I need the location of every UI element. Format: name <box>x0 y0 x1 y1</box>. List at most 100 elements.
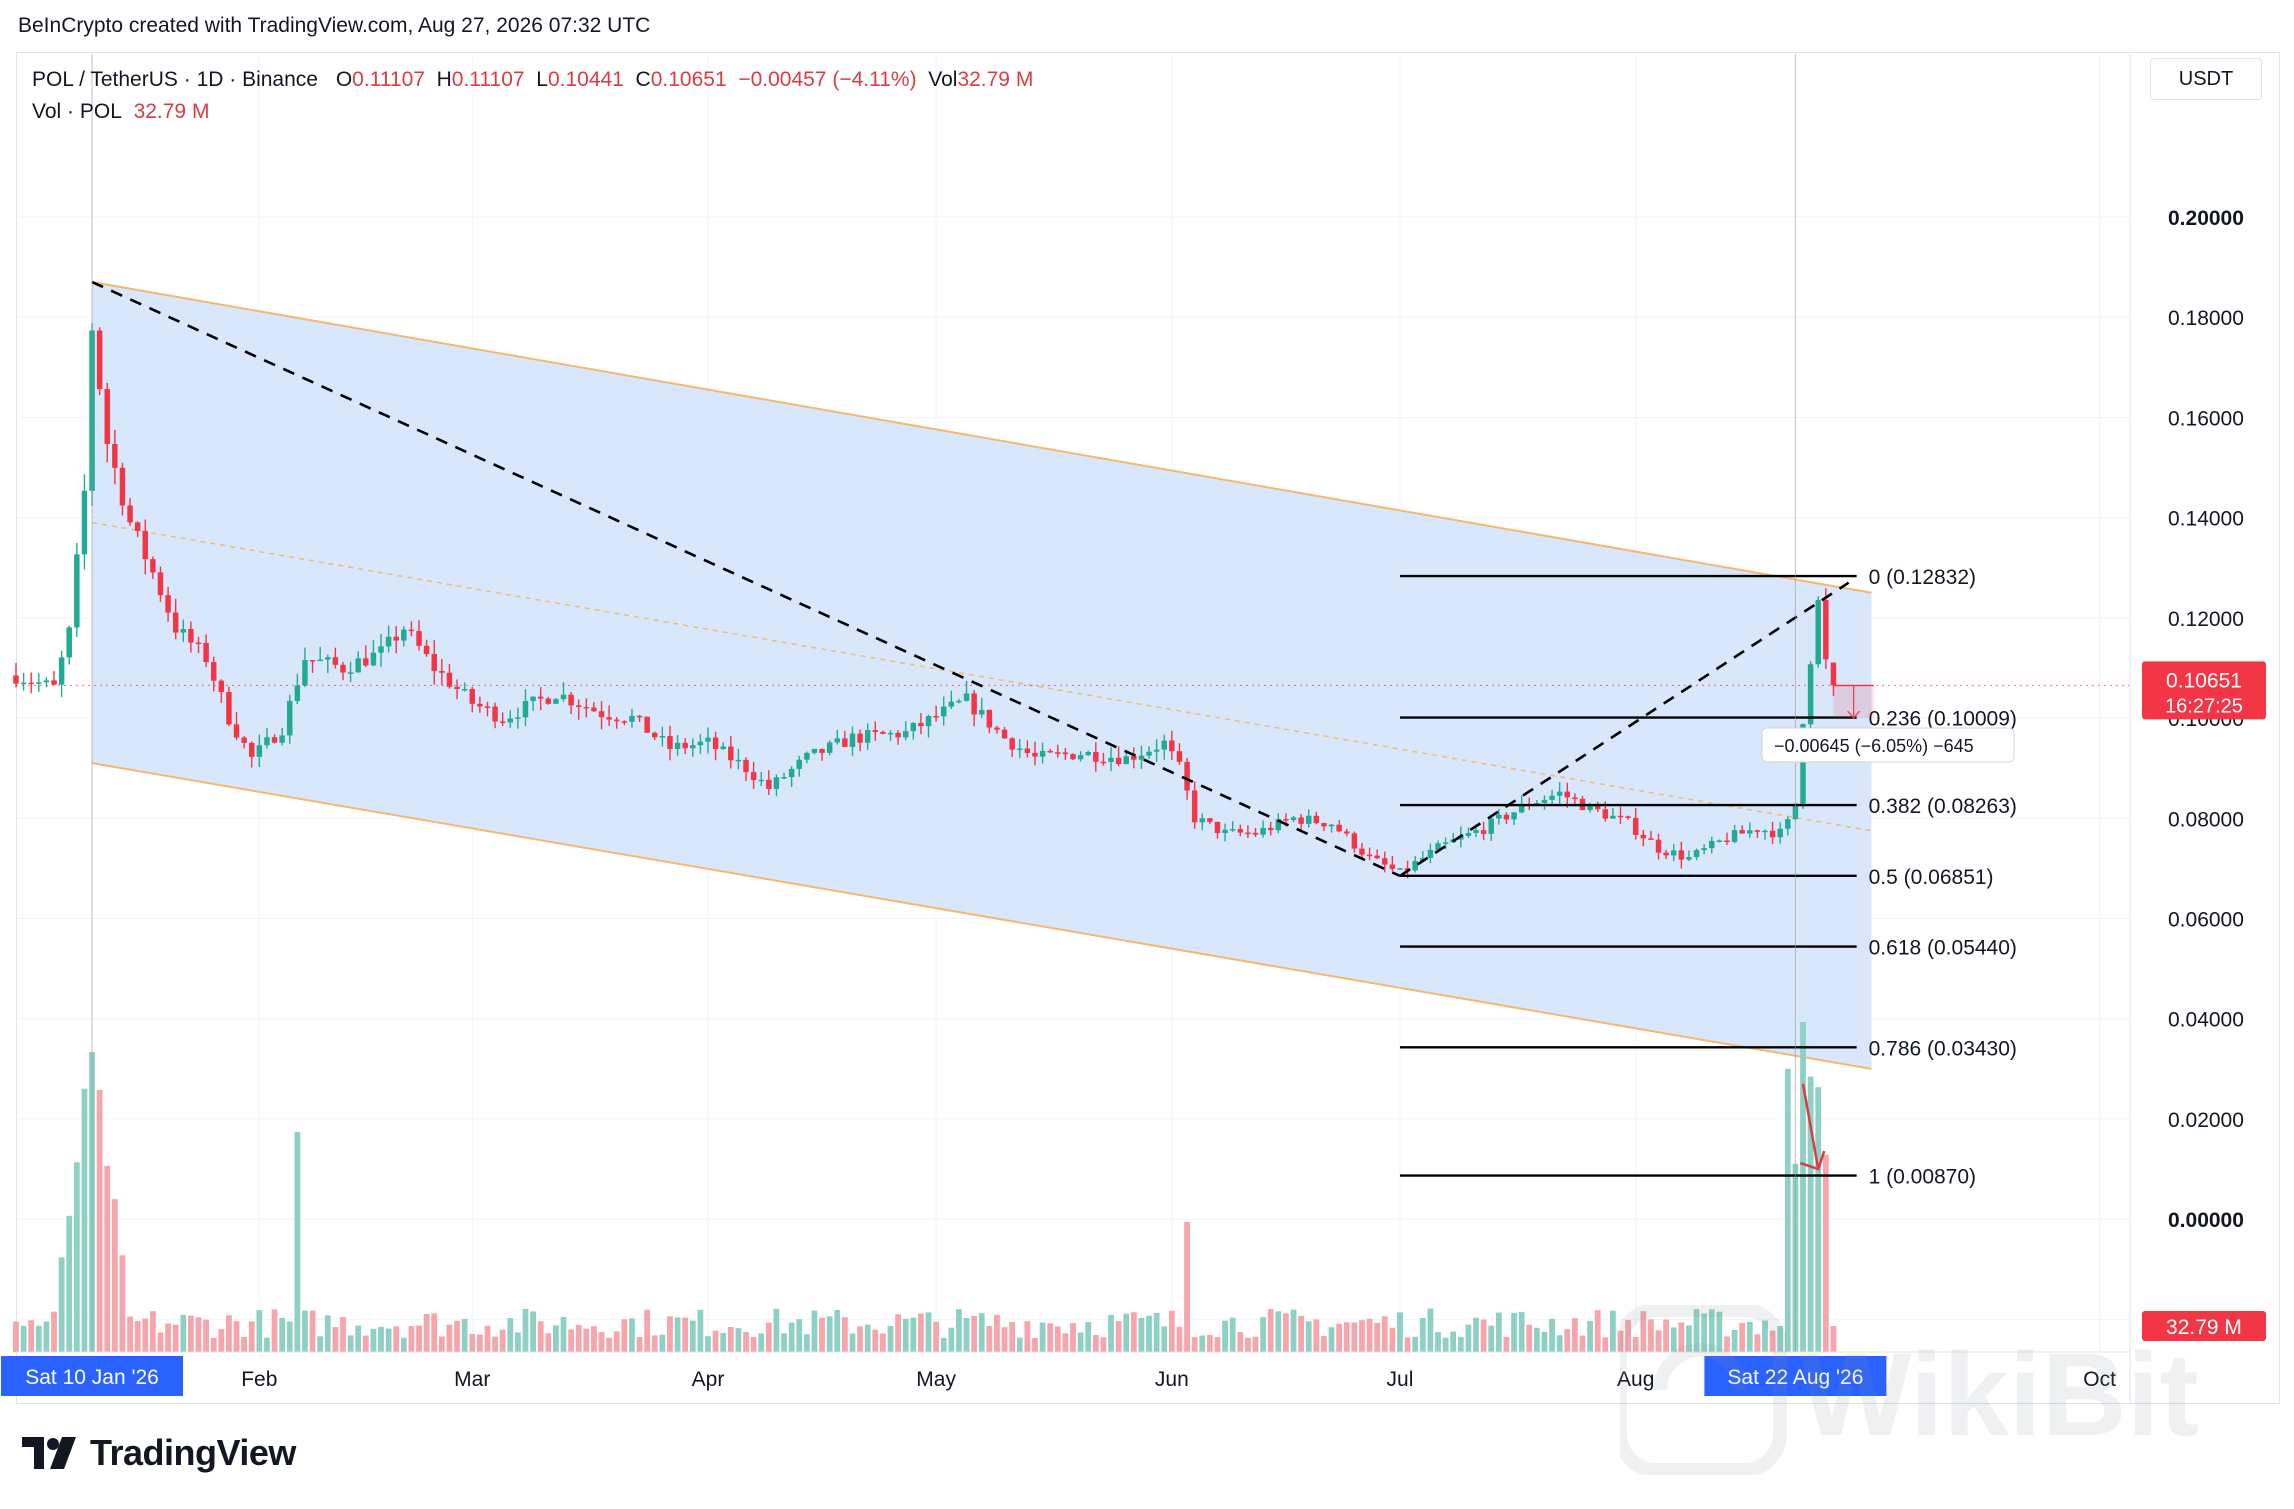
chart-frame <box>16 52 2280 1404</box>
volume-bar <box>735 1328 742 1352</box>
candle-body <box>735 759 742 762</box>
candle-body <box>1648 838 1654 840</box>
volume-bar <box>1199 1335 1206 1352</box>
volume-bar <box>978 1313 985 1352</box>
candle-body <box>1009 738 1015 750</box>
candle-body <box>1823 599 1829 660</box>
volume-bar <box>1526 1324 1533 1352</box>
legend-symbol[interactable]: POL / TetherUS · 1D · Binance <box>32 68 318 91</box>
candle-body <box>484 706 491 708</box>
candle-body <box>1503 814 1510 820</box>
volume-bar <box>1617 1330 1624 1352</box>
volume-bar <box>720 1333 727 1352</box>
candle-body <box>340 664 346 673</box>
volume-bar <box>1784 1068 1791 1352</box>
volume-bar <box>1351 1322 1358 1352</box>
candle-body <box>1176 751 1183 762</box>
volume-bar <box>1457 1336 1464 1352</box>
candle-body <box>416 631 422 646</box>
volume-bar <box>461 1318 468 1352</box>
candle-body <box>788 768 795 778</box>
fib-level-label: 0.382 (0.08263) <box>1869 795 2017 818</box>
candle-body <box>644 716 650 733</box>
candle-body <box>127 505 133 523</box>
candle-body <box>165 595 171 613</box>
volume-bar <box>963 1318 970 1352</box>
candle-body <box>1328 824 1335 827</box>
volume-bar <box>765 1322 772 1352</box>
candle-body <box>986 709 993 728</box>
candle-body <box>256 745 263 757</box>
x-axis-highlight-label: Sat 10 Jan '26 <box>25 1366 159 1389</box>
last-price-tag-bg <box>2142 661 2266 720</box>
volume-bar <box>1381 1316 1388 1352</box>
volume-bar <box>1283 1313 1289 1352</box>
candle-body <box>1229 829 1236 831</box>
candle-body <box>20 682 27 685</box>
volume-bar <box>1252 1336 1259 1352</box>
volume-bar <box>1032 1337 1038 1352</box>
volume-bar <box>484 1325 491 1352</box>
candle-body <box>454 686 460 690</box>
volume-bar <box>689 1320 696 1352</box>
volume-bar <box>271 1309 278 1352</box>
candle-body <box>880 731 886 734</box>
candle-body <box>971 693 977 715</box>
volume-bar <box>1206 1335 1213 1352</box>
volume-bar <box>788 1322 795 1352</box>
volume-bar <box>416 1325 422 1352</box>
candle-body <box>1412 860 1418 871</box>
last-price-countdown: 16:27:25 <box>2165 695 2243 717</box>
volume-bar <box>545 1333 552 1352</box>
volume-bar <box>857 1326 863 1352</box>
candle-body <box>1747 830 1753 834</box>
candle-body <box>1100 761 1107 764</box>
volume-bar <box>431 1313 438 1352</box>
y-axis-tick-label: 0.20000 <box>2168 207 2244 230</box>
candle-body <box>712 737 719 749</box>
currency-button[interactable]: USDT <box>2150 58 2262 100</box>
candle-body <box>1039 750 1046 757</box>
candle-body <box>1085 751 1091 756</box>
channel-upper-line <box>91 281 1872 594</box>
candle-body <box>1298 817 1304 824</box>
candle-body <box>36 682 42 684</box>
candle-body <box>1055 752 1061 754</box>
volume-bar <box>507 1318 514 1352</box>
x-axis-highlight-bg <box>1704 1356 1887 1396</box>
candle-body <box>180 628 187 633</box>
volume-bar <box>1777 1326 1784 1352</box>
candle-body <box>1800 724 1806 804</box>
volume-bar <box>58 1257 65 1352</box>
volume-bar <box>127 1316 133 1352</box>
volume-bar <box>332 1327 339 1352</box>
measure-arrow-head <box>1847 710 1861 719</box>
candle-body <box>1594 804 1601 810</box>
volume-bar <box>1397 1312 1403 1352</box>
tradingview-logo[interactable]: TradingView <box>22 1432 296 1474</box>
volume-bar <box>1343 1322 1350 1352</box>
candle-body <box>1214 821 1221 834</box>
candle-body <box>864 730 871 743</box>
volume-bar <box>1807 1076 1814 1352</box>
candle-body <box>956 700 962 703</box>
x-axis-tick-label: May <box>916 1368 956 1391</box>
volume-bar <box>1039 1322 1046 1352</box>
candle-body <box>233 724 240 738</box>
volume-bar <box>1092 1334 1099 1352</box>
volume-bar <box>895 1314 901 1352</box>
candle-body <box>1762 830 1768 833</box>
candle-body <box>58 657 65 685</box>
candle-body <box>743 759 749 773</box>
volume-bar <box>1602 1337 1609 1352</box>
volume-bar <box>492 1336 498 1352</box>
volume-bar <box>1815 1087 1822 1352</box>
volume-bar <box>971 1315 978 1352</box>
volume-bar <box>1579 1335 1586 1352</box>
volume-bar <box>309 1310 316 1352</box>
candle-body <box>530 696 536 701</box>
legend-high-label: H <box>436 68 452 91</box>
legend-volume-series[interactable]: Vol · POL <box>32 100 122 123</box>
volume-bar <box>1625 1319 1632 1352</box>
